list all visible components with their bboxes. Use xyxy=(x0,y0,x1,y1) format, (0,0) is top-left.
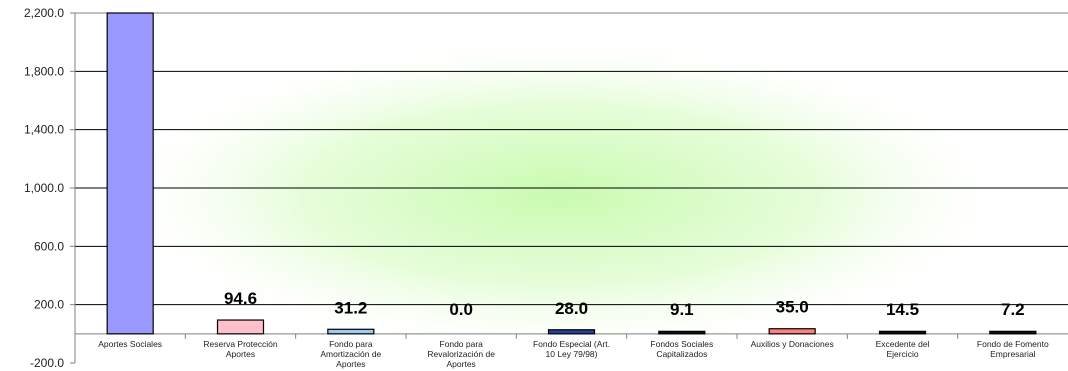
bar-4 xyxy=(547,329,596,335)
y-axis-ticks: 2,200.0 1,800.0 1,400.0 1,000.0 600.0 200.0 -2… xyxy=(24,6,75,370)
x-category-label: Auxilios y Donaciones xyxy=(751,339,834,349)
data-label: 31.2 xyxy=(334,298,367,317)
x-category-label: Aportes xyxy=(447,359,476,369)
x-category-label: Excedente del xyxy=(876,339,930,349)
bar-6 xyxy=(768,328,816,335)
x-category-label: Aportes xyxy=(226,349,255,359)
bar-1 xyxy=(216,319,265,335)
x-category-label: Fondos Sociales xyxy=(650,339,713,349)
y-tick-label: 200.0 xyxy=(34,298,64,312)
x-category-label: Ejercicio xyxy=(886,349,918,359)
data-label: 35.0 xyxy=(776,298,809,317)
x-category-label: Reserva Protección xyxy=(203,339,277,349)
x-category-label: Empresarial xyxy=(990,349,1035,359)
data-label: 0.0 xyxy=(449,300,473,319)
bar-8 xyxy=(989,330,1037,335)
x-category-label: 10 Ley 79/98) xyxy=(546,349,598,359)
x-axis-categories: Aportes Sociales Reserva ProtecciónAporte… xyxy=(98,333,1049,369)
data-labels-layer: 94.6 31.2 0.0 28.0 9.1 35.0 14.5 7.2 xyxy=(224,289,1025,319)
x-category-label: Fondo Especial (Art. xyxy=(533,339,610,349)
data-label: 9.1 xyxy=(670,300,694,319)
bar-0 xyxy=(106,12,154,335)
x-category-label: Aportes Sociales xyxy=(98,339,162,349)
bar-7 xyxy=(878,330,927,335)
x-category-label: Amortización de xyxy=(320,349,381,359)
data-label: 7.2 xyxy=(1001,300,1025,319)
x-category-label: Fondo para xyxy=(439,339,483,349)
x-category-label: Revalorización de xyxy=(427,349,495,359)
plot-background-glow xyxy=(90,30,1030,360)
y-tick-label: 1,400.0 xyxy=(24,123,64,137)
x-category-label: Aportes xyxy=(336,359,365,369)
bars-layer xyxy=(106,12,1037,335)
x-category-label: Capitalizados xyxy=(656,349,707,359)
bar-2 xyxy=(327,328,375,335)
x-category-label: Fondo de Fomento xyxy=(977,339,1049,349)
y-tick-label: 1,000.0 xyxy=(24,181,64,195)
y-tick-label: -200.0 xyxy=(30,356,64,370)
data-label: 94.6 xyxy=(224,289,257,308)
x-category-label: Fondo para xyxy=(329,339,373,349)
data-label: 14.5 xyxy=(886,300,919,319)
y-tick-label: 600.0 xyxy=(34,239,64,253)
bar-5 xyxy=(658,330,706,335)
y-tick-label: 2,200.0 xyxy=(24,6,64,20)
data-label: 28.0 xyxy=(555,299,588,318)
y-tick-label: 1,800.0 xyxy=(24,64,64,78)
